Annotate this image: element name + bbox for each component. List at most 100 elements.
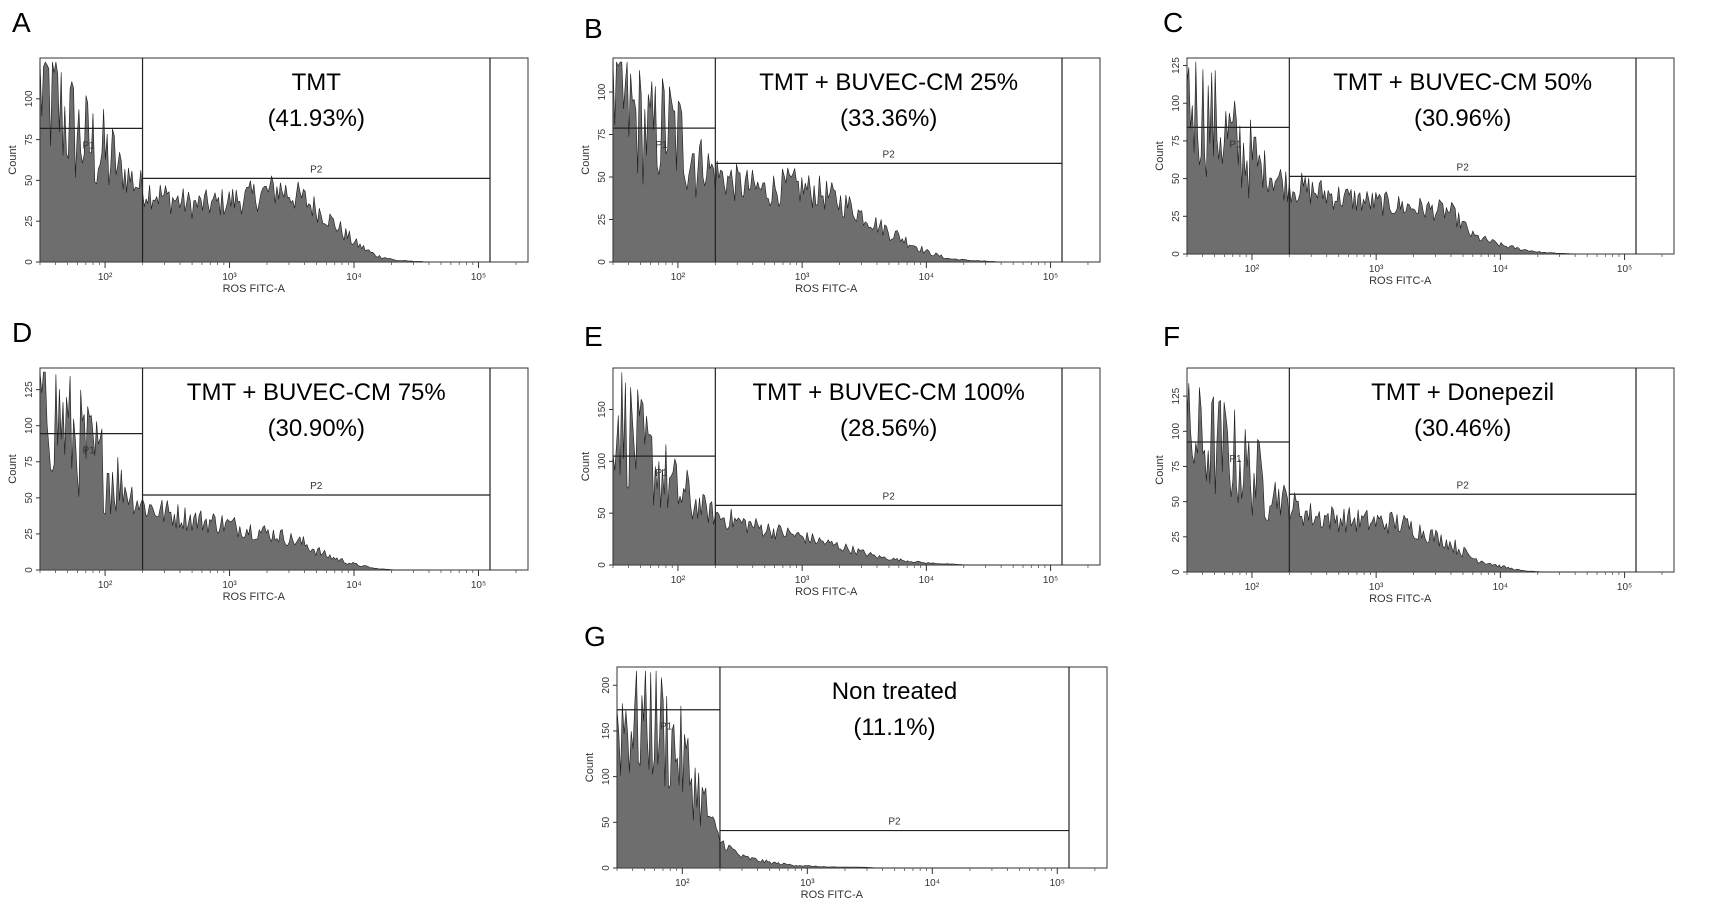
y-tick-label: 0 xyxy=(597,562,608,568)
panel-letter: A xyxy=(12,7,31,38)
x-tick-label: 10⁵ xyxy=(1617,264,1632,275)
panel-title: TMT xyxy=(292,69,342,96)
x-tick-label: 10² xyxy=(1245,264,1260,275)
x-tick-label: 10² xyxy=(671,272,686,283)
panel-title: Non treated xyxy=(832,678,957,705)
x-tick-label: 10² xyxy=(671,575,686,586)
x-axis-label: ROS FITC-A xyxy=(223,591,286,603)
y-tick-label: 0 xyxy=(24,567,35,573)
panel-percentage: (41.93%) xyxy=(268,105,365,132)
x-tick-label: 10⁵ xyxy=(1043,575,1058,586)
y-tick-label: 200 xyxy=(601,676,612,693)
y-tick-label: 100 xyxy=(24,417,35,434)
y-tick-label: 100 xyxy=(601,768,612,785)
x-tick-label: 10⁵ xyxy=(471,580,486,591)
gate-label-p1: P1 xyxy=(655,140,668,151)
x-tick-label: 10³ xyxy=(1369,582,1384,593)
x-axis-label: ROS FITC-A xyxy=(223,283,286,295)
panel-title: TMT + BUVEC-CM 100% xyxy=(753,379,1025,406)
x-tick-label: 10⁴ xyxy=(1493,582,1508,593)
histogram-panel-g: G P1 P2 Non treated (11.1%) 0 50 100 150 200 10² 10… xyxy=(584,621,1108,901)
y-tick-label: 75 xyxy=(24,134,35,146)
histogram-series xyxy=(39,61,430,263)
histogram-series xyxy=(612,372,1002,566)
y-tick-label: 0 xyxy=(24,259,35,265)
panel-percentage: (30.90%) xyxy=(268,415,365,442)
x-tick-label: 10³ xyxy=(222,580,237,591)
histogram-series xyxy=(612,61,1002,263)
panel-title: TMT + BUVEC-CM 25% xyxy=(759,69,1018,96)
x-tick-label: 10³ xyxy=(795,575,810,586)
y-tick-label: 100 xyxy=(1171,423,1182,440)
y-axis-label: Count xyxy=(7,454,19,483)
histogram-panel-d: D P1 P2 TMT + BUVEC-CM 75% (30.90%) 0 25 50 75 10… xyxy=(7,317,529,603)
gate-label-p1: P1 xyxy=(83,446,96,457)
x-tick-label: 10⁴ xyxy=(919,272,934,283)
panel-letter: B xyxy=(584,13,603,44)
histogram-panel-a: A P1 P2 TMT (41.93%) 0 25 50 75 100 10² 10³ 10⁴ 10⁵ RO… xyxy=(7,7,529,295)
gate-label-p1: P1 xyxy=(1229,454,1242,465)
x-axis-label: ROS FITC-A xyxy=(795,586,858,598)
panel-title: TMT + BUVEC-CM 75% xyxy=(187,379,446,406)
y-tick-label: 75 xyxy=(1171,460,1182,472)
y-axis-label: Count xyxy=(580,145,592,174)
y-tick-label: 25 xyxy=(1171,531,1182,543)
x-axis-label: ROS FITC-A xyxy=(1369,275,1432,287)
histogram-series xyxy=(616,670,1008,869)
y-tick-label: 25 xyxy=(597,214,608,226)
histogram-panel-b: B P1 P2 TMT + BUVEC-CM 25% (33.36%) 0 25 50 75 10… xyxy=(580,13,1101,295)
y-tick-label: 125 xyxy=(1171,387,1182,404)
y-tick-label: 150 xyxy=(597,401,608,418)
gate-label-p1: P1 xyxy=(660,722,673,733)
panel-letter: F xyxy=(1163,321,1180,352)
x-axis-label: ROS FITC-A xyxy=(801,889,864,901)
x-tick-label: 10⁴ xyxy=(919,575,934,586)
x-tick-label: 10⁴ xyxy=(346,580,361,591)
x-tick-label: 10² xyxy=(1245,582,1260,593)
gate-label-p2: P2 xyxy=(888,817,901,828)
y-tick-label: 0 xyxy=(601,865,612,871)
y-tick-label: 150 xyxy=(601,722,612,739)
y-tick-label: 50 xyxy=(597,507,608,519)
x-tick-label: 10³ xyxy=(800,878,815,889)
histogram-series xyxy=(1186,61,1576,255)
histogram-panel-f: F P1 P2 TMT + Donepezil (30.46%) 0 25 50 75 100 12… xyxy=(1154,321,1675,605)
x-tick-label: 10⁵ xyxy=(471,272,486,283)
y-axis-label: Count xyxy=(1154,455,1166,484)
x-tick-label: 10³ xyxy=(795,272,810,283)
y-tick-label: 125 xyxy=(24,381,35,398)
gate-label-p1: P1 xyxy=(1229,139,1242,150)
y-tick-label: 75 xyxy=(1171,135,1182,147)
histogram-panel-e: E P1 P2 TMT + BUVEC-CM 100% (28.56%) 0 50 100 15… xyxy=(580,321,1101,598)
y-axis-label: Count xyxy=(580,452,592,481)
y-tick-label: 100 xyxy=(24,90,35,107)
panel-letter: D xyxy=(12,317,32,348)
histogram-series xyxy=(1186,383,1576,573)
gate-label-p2: P2 xyxy=(883,149,896,160)
x-tick-label: 10⁴ xyxy=(925,878,940,889)
x-tick-label: 10³ xyxy=(1369,264,1384,275)
y-tick-label: 0 xyxy=(1171,251,1182,257)
y-tick-label: 0 xyxy=(1171,569,1182,575)
y-tick-label: 75 xyxy=(597,129,608,141)
y-tick-label: 50 xyxy=(601,816,612,828)
panel-percentage: (33.36%) xyxy=(840,105,937,132)
y-tick-label: 75 xyxy=(24,456,35,468)
y-tick-label: 0 xyxy=(597,259,608,265)
gate-label-p2: P2 xyxy=(310,164,323,175)
histogram-series xyxy=(39,371,430,571)
panel-title: TMT + Donepezil xyxy=(1371,379,1554,406)
y-axis-label: Count xyxy=(584,753,596,782)
y-tick-label: 50 xyxy=(24,492,35,504)
y-tick-label: 50 xyxy=(24,174,35,186)
x-axis-label: ROS FITC-A xyxy=(795,283,858,295)
x-tick-label: 10² xyxy=(98,272,113,283)
panel-percentage: (30.96%) xyxy=(1414,105,1511,132)
gate-label-p1: P1 xyxy=(83,140,96,151)
y-axis-label: Count xyxy=(1154,141,1166,170)
panel-percentage: (28.56%) xyxy=(840,415,937,442)
y-tick-label: 100 xyxy=(597,83,608,100)
y-tick-label: 100 xyxy=(597,453,608,470)
y-tick-label: 50 xyxy=(597,171,608,183)
